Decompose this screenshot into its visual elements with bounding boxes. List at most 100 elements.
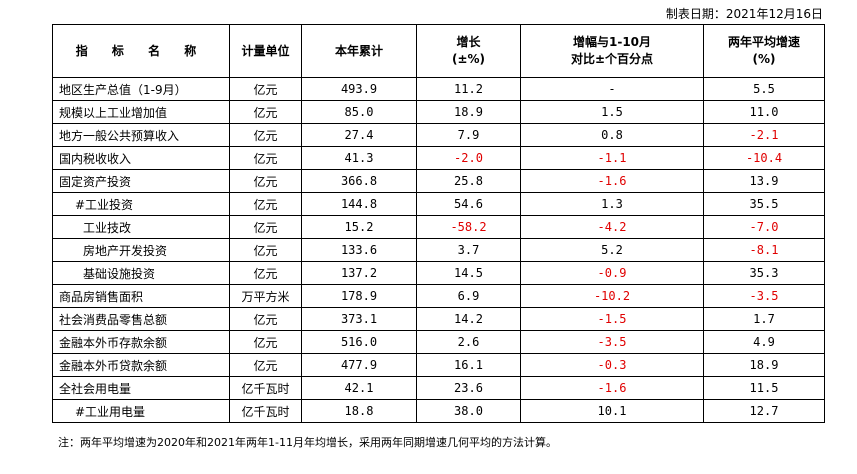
header-growth-line1: 增长 — [456, 35, 481, 49]
change-cell: -10.2 — [520, 284, 704, 308]
growth-cell: 16.1 — [416, 353, 521, 377]
report-date: 制表日期：2021年12月16日 — [665, 7, 823, 21]
twoyear-growth-cell: 12.7 — [703, 399, 825, 423]
indicator-name-cell: 国内税收收入 — [52, 146, 230, 170]
twoyear-growth-cell: 4.9 — [703, 330, 825, 354]
header-change: 增幅与1-10月 对比±个百分点 — [520, 24, 704, 78]
change-cell: 1.5 — [520, 100, 704, 124]
table-row: 工业技改 亿元 15.2 -58.2 -4.2 -7.0 — [52, 215, 825, 239]
growth-cell: 11.2 — [416, 77, 521, 101]
twoyear-growth-cell: -8.1 — [703, 238, 825, 262]
cumulative-value-cell: 144.8 — [301, 192, 417, 216]
growth-cell: 7.9 — [416, 123, 521, 147]
growth-cell: 2.6 — [416, 330, 521, 354]
twoyear-growth-cell: 35.5 — [703, 192, 825, 216]
unit-cell: 万平方米 — [229, 284, 302, 308]
change-cell: -1.6 — [520, 376, 704, 400]
indicator-name-cell: 地方一般公共预算收入 — [52, 123, 230, 147]
twoyear-growth-cell: 1.7 — [703, 307, 825, 331]
indicator-name-cell: 房地产开发投资 — [52, 238, 230, 262]
change-cell: -3.5 — [520, 330, 704, 354]
indicator-name-cell: 金融本外币贷款余额 — [52, 353, 230, 377]
indicator-name-cell: 规模以上工业增加值 — [52, 100, 230, 124]
twoyear-growth-cell: 18.9 — [703, 353, 825, 377]
twoyear-growth-cell: -7.0 — [703, 215, 825, 239]
cumulative-value-cell: 137.2 — [301, 261, 417, 285]
change-cell: 1.3 — [520, 192, 704, 216]
growth-cell: 38.0 — [416, 399, 521, 423]
growth-cell: 6.9 — [416, 284, 521, 308]
unit-cell: 亿元 — [229, 146, 302, 170]
cumulative-value-cell: 366.8 — [301, 169, 417, 193]
table-row: 国内税收收入 亿元 41.3 -2.0 -1.1 -10.4 — [52, 146, 825, 170]
unit-cell: 亿千瓦时 — [229, 376, 302, 400]
unit-cell: 亿元 — [229, 169, 302, 193]
unit-cell: 亿元 — [229, 353, 302, 377]
header-growth: 增长 (±%) — [416, 24, 521, 78]
header-twoyear-line2: (%) — [752, 52, 776, 66]
change-cell: -4.2 — [520, 215, 704, 239]
change-cell: 5.2 — [520, 238, 704, 262]
unit-cell: 亿元 — [229, 192, 302, 216]
growth-cell: 3.7 — [416, 238, 521, 262]
header-cumulative: 本年累计 — [301, 24, 417, 78]
twoyear-growth-cell: -3.5 — [703, 284, 825, 308]
twoyear-growth-cell: -2.1 — [703, 123, 825, 147]
twoyear-growth-cell: 13.9 — [703, 169, 825, 193]
table-row: 社会消费品零售总额 亿元 373.1 14.2 -1.5 1.7 — [52, 307, 825, 331]
unit-cell: 亿元 — [229, 77, 302, 101]
growth-cell: -58.2 — [416, 215, 521, 239]
header-unit: 计量单位 — [229, 24, 302, 78]
cumulative-value-cell: 18.8 — [301, 399, 417, 423]
cumulative-value-cell: 15.2 — [301, 215, 417, 239]
table-row: 房地产开发投资 亿元 133.6 3.7 5.2 -8.1 — [52, 238, 825, 262]
change-cell: -1.1 — [520, 146, 704, 170]
change-cell: - — [520, 77, 704, 101]
header-change-line1: 增幅与1-10月 — [572, 35, 652, 49]
change-cell: -1.5 — [520, 307, 704, 331]
unit-cell: 亿元 — [229, 307, 302, 331]
indicator-name-cell: 工业技改 — [52, 215, 230, 239]
indicator-name-cell: 基础设施投资 — [52, 261, 230, 285]
cumulative-value-cell: 41.3 — [301, 146, 417, 170]
cumulative-value-cell: 42.1 — [301, 376, 417, 400]
table-row: #工业投资 亿元 144.8 54.6 1.3 35.5 — [52, 192, 825, 216]
growth-cell: 54.6 — [416, 192, 521, 216]
twoyear-growth-cell: 11.0 — [703, 100, 825, 124]
cumulative-value-cell: 178.9 — [301, 284, 417, 308]
growth-cell: 25.8 — [416, 169, 521, 193]
header-growth-line2: (±%) — [451, 52, 486, 66]
change-cell: 0.8 — [520, 123, 704, 147]
change-cell: -0.9 — [520, 261, 704, 285]
table-row: 金融本外币存款余额 亿元 516.0 2.6 -3.5 4.9 — [52, 330, 825, 354]
growth-cell: 14.5 — [416, 261, 521, 285]
unit-cell: 亿元 — [229, 215, 302, 239]
indicator-name-cell: #工业用电量 — [52, 399, 230, 423]
table-row: 全社会用电量 亿千瓦时 42.1 23.6 -1.6 11.5 — [52, 376, 825, 400]
growth-cell: -2.0 — [416, 146, 521, 170]
unit-cell: 亿元 — [229, 330, 302, 354]
cumulative-value-cell: 85.0 — [301, 100, 417, 124]
table-row: 商品房销售面积 万平方米 178.9 6.9 -10.2 -3.5 — [52, 284, 825, 308]
cumulative-value-cell: 133.6 — [301, 238, 417, 262]
table-header-row: 指 标 名 称 计量单位 本年累计 增长 (±%) 增幅与1-10月 对比±个百… — [52, 24, 825, 78]
change-cell: -1.6 — [520, 169, 704, 193]
header-change-line2: 对比±个百分点 — [570, 52, 654, 66]
header-twoyear-line1: 两年平均增速 — [727, 35, 800, 49]
cumulative-value-cell: 373.1 — [301, 307, 417, 331]
indicator-name-cell: 商品房销售面积 — [52, 284, 230, 308]
unit-cell: 亿元 — [229, 238, 302, 262]
change-cell: -0.3 — [520, 353, 704, 377]
growth-cell: 14.2 — [416, 307, 521, 331]
table-body: 地区生产总值（1-9月） 亿元 493.9 11.2-5.5 规模以上工业增加值 亿元 85… — [52, 77, 825, 423]
table-row: 基础设施投资 亿元 137.2 14.5 -0.9 35.3 — [52, 261, 825, 285]
twoyear-growth-cell: 5.5 — [703, 77, 825, 101]
header-indicator: 指 标 名 称 — [52, 24, 230, 78]
statistics-table: 指 标 名 称 计量单位 本年累计 增长 (±%) 增幅与1-10月 对比±个百… — [52, 24, 825, 423]
unit-cell: 亿元 — [229, 100, 302, 124]
header-twoyear: 两年平均增速 (%) — [703, 24, 825, 78]
indicator-name-cell: 固定资产投资 — [52, 169, 230, 193]
unit-cell: 亿千瓦时 — [229, 399, 302, 423]
table-row: 金融本外币贷款余额 亿元 477.9 16.1 -0.3 18.9 — [52, 353, 825, 377]
growth-cell: 23.6 — [416, 376, 521, 400]
